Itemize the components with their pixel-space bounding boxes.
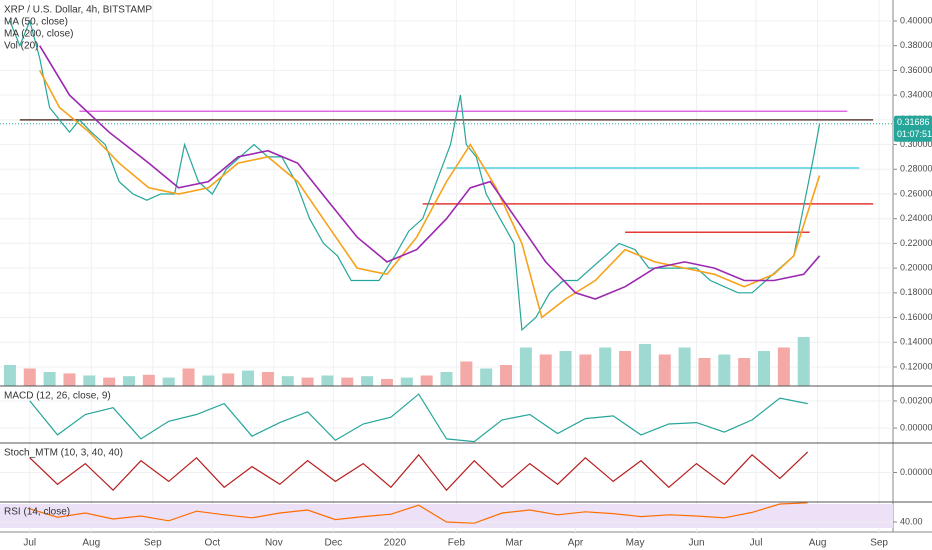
volume-bar [301,377,314,386]
y-tick-label: 0.22000 [900,238,932,248]
volume-bar [678,347,691,386]
volume-bar [500,365,513,386]
legend-entry: MA (200, close) [4,29,73,40]
volume-bar [460,361,473,386]
x-tick-label: Feb [448,538,466,549]
x-tick-label: Apr [568,538,584,549]
x-tick-label: Jul [23,538,36,549]
y-tick-label: 0.28000 [900,164,932,174]
y-tick-label: 0.30000 [900,139,932,149]
y-tick-label: 0.34000 [900,90,932,100]
x-tick-label: Sep [144,538,162,549]
x-tick-label: Aug [82,538,100,549]
volume-bar [579,354,592,386]
legend-entry: RSI (14, close) [4,507,70,518]
volume-bar [122,376,135,386]
volume-bar [361,376,374,386]
volume-bar [380,379,393,386]
volume-bar [758,351,771,386]
volume-bar [103,377,116,386]
volume-bar [341,377,354,386]
volume-bar [3,365,16,386]
x-tick-label: Nov [265,538,283,549]
legend-entry: MA (50, close) [4,17,68,28]
volume-bar [162,377,175,386]
y-tick-label: 0.16000 [900,312,932,322]
series-line [38,70,821,319]
x-tick-label: Dec [324,538,342,549]
y-tick-label: 40.00 [900,516,923,526]
volume-bar [281,376,294,386]
volume-bar [321,375,334,386]
x-tick-label: May [626,538,645,549]
y-tick-label: 0.00200 [900,395,932,405]
legend-entry: XRP / U.S. Dollar, 4h, BITSTAMP [4,5,152,16]
volume-bar [182,368,195,386]
volume-bar [242,370,255,386]
legend-entry: MACD (12, 26, close, 9) [4,391,111,402]
y-tick-label: 0.14000 [900,337,932,347]
volume-bar [480,368,493,386]
series-line [29,393,808,443]
y-tick-label: 0.24000 [900,213,932,223]
x-tick-label: Sep [870,538,888,549]
series-line [29,502,808,524]
legend-entry: Vol (20) [4,41,38,52]
volume-bar [420,375,433,386]
volume-bar [400,377,413,386]
y-tick-label: 0.40000 [900,15,932,25]
volume-bar [142,374,155,386]
y-tick-label: 0.00000 [900,422,932,432]
x-tick-label: Aug [809,538,827,549]
volume-bar [638,344,651,386]
rsi-band [0,503,893,528]
volume-bar [222,373,235,386]
volume-bar [43,372,56,386]
volume-bar [559,351,572,386]
y-tick-label: 0.20000 [900,262,932,272]
series-line [29,451,809,492]
countdown-label: 01:07:51 [897,129,932,139]
y-tick-label: 0.00000 [900,467,932,477]
last-price-label: 0.31686 [897,117,930,127]
y-tick-label: 0.12000 [900,361,932,371]
volume-bar [698,358,711,386]
volume-bar [202,375,215,386]
volume-bar [83,375,96,386]
volume-bar [261,372,274,386]
volume-bar [599,347,612,386]
volume-bar [777,347,790,386]
y-tick-label: 0.36000 [900,65,932,75]
legend-entry: Stoch_MTM (10, 3, 40, 40) [4,448,123,459]
x-tick-label: Jun [688,538,704,549]
volume-bar [539,354,552,386]
x-tick-label: 2020 [384,538,407,549]
volume-bar [23,368,36,386]
volume-bar [797,337,810,386]
volume-bar [440,372,453,386]
y-tick-label: 0.18000 [900,287,932,297]
volume-bar [519,347,532,386]
y-tick-label: 0.26000 [900,188,932,198]
x-tick-label: Oct [205,538,221,549]
x-tick-label: Jul [750,538,763,549]
series-line [39,45,821,300]
volume-bar [718,354,731,386]
y-tick-label: 0.38000 [900,40,932,50]
volume-bar [63,373,76,386]
last-price-tag [894,115,932,142]
volume-bar [619,351,632,386]
x-tick-label: Mar [505,538,523,549]
volume-bar [738,358,751,386]
volume-bar [658,354,671,386]
